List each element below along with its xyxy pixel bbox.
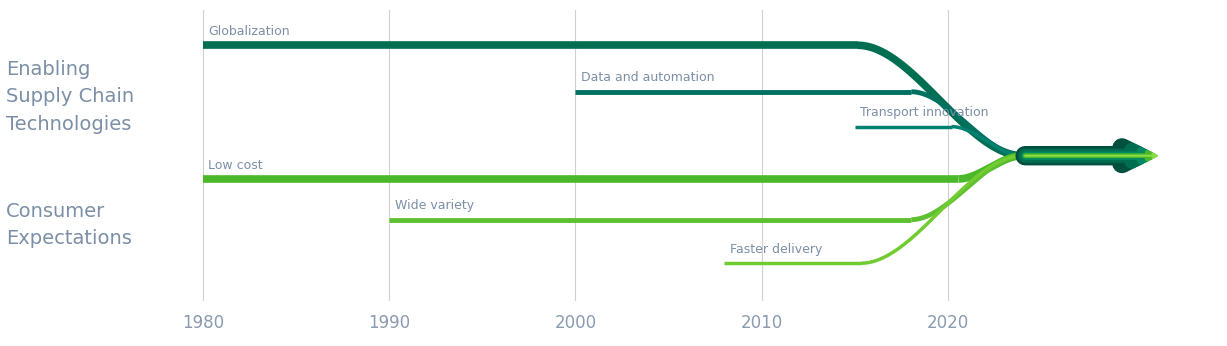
Text: Globalization: Globalization: [209, 25, 290, 38]
Text: Data and automation: Data and automation: [580, 72, 714, 84]
Text: Consumer
Expectations: Consumer Expectations: [6, 202, 133, 248]
Text: Transport innovation: Transport innovation: [860, 106, 989, 119]
Text: Enabling
Supply Chain
Technologies: Enabling Supply Chain Technologies: [6, 60, 134, 134]
Text: Faster delivery: Faster delivery: [730, 243, 822, 256]
Text: Wide variety: Wide variety: [395, 199, 474, 212]
Text: Low cost: Low cost: [209, 159, 263, 172]
